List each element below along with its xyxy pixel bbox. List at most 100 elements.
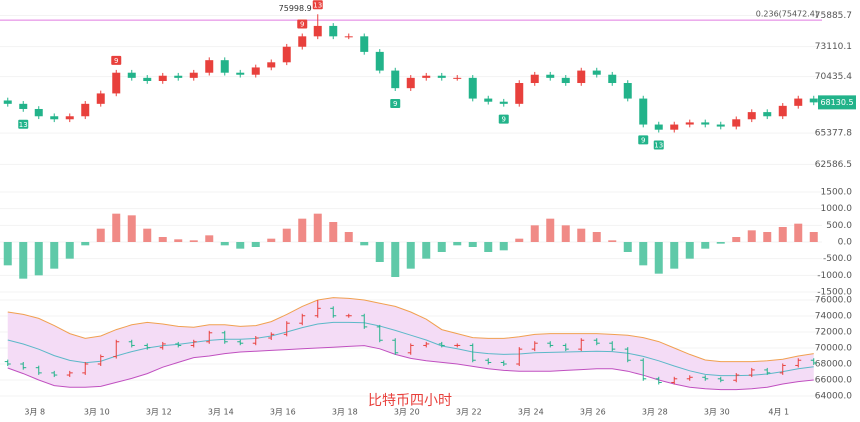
macd-bar xyxy=(205,235,214,242)
macd-bar xyxy=(763,232,772,242)
macd-bar xyxy=(112,213,121,242)
macd-bar xyxy=(561,225,570,242)
y-tick-label: -1000.0 xyxy=(817,271,852,281)
candle-body xyxy=(3,100,12,104)
y-tick-label: 73110.1 xyxy=(815,42,852,52)
td-signal-box xyxy=(111,55,122,65)
td-signal: 9 xyxy=(641,136,645,144)
candle-body xyxy=(282,46,291,63)
candle-body xyxy=(530,74,539,84)
y-tick-label: 500.0 xyxy=(826,221,852,231)
macd-bar xyxy=(360,242,369,246)
macd-bar xyxy=(716,242,725,244)
macd-bar xyxy=(391,242,400,277)
candle-body xyxy=(794,98,803,106)
macd-bar xyxy=(592,232,601,242)
candle-body xyxy=(406,77,415,89)
macd-bar xyxy=(809,232,818,242)
candle-body xyxy=(329,25,338,37)
td-signal-box xyxy=(18,119,29,129)
candle-body xyxy=(50,116,59,120)
y-tick-label: 74000.0 xyxy=(815,312,852,322)
x-tick-label: 3月 8 xyxy=(24,408,45,417)
x-tick-label: 4月 1 xyxy=(768,408,789,417)
candle-body xyxy=(670,124,679,130)
candle-body xyxy=(437,75,446,78)
candle-body xyxy=(127,72,136,78)
macd-bar xyxy=(437,242,446,252)
band-lower xyxy=(7,345,814,391)
macd-bar xyxy=(515,238,524,242)
candle-body xyxy=(577,70,586,84)
candle-body xyxy=(158,75,167,81)
candle-body xyxy=(763,112,772,117)
macd-bar xyxy=(654,242,663,274)
candle-body xyxy=(716,124,725,127)
candle-body xyxy=(313,25,322,37)
macd-bar xyxy=(778,227,787,242)
macd-bar xyxy=(267,238,276,242)
y-tick-label: 68000.0 xyxy=(815,360,852,370)
td-signal-box xyxy=(498,114,509,124)
macd-bar xyxy=(577,228,586,242)
macd-bar xyxy=(81,242,90,246)
candle-body xyxy=(732,119,741,127)
candle-body xyxy=(81,103,90,117)
candle-body xyxy=(236,72,245,75)
td-signal-box xyxy=(312,0,323,10)
fib-label: 0.236(75472.4) xyxy=(756,10,818,19)
macd-bar xyxy=(298,218,307,242)
macd-bar xyxy=(65,242,74,259)
macd-bar xyxy=(422,242,431,259)
macd-bar xyxy=(685,242,694,259)
macd-bar xyxy=(3,242,12,266)
candle-body xyxy=(391,70,400,89)
candle-body xyxy=(499,101,508,104)
macd-bar xyxy=(158,237,167,242)
macd-bar xyxy=(143,228,152,242)
td-signal: 9 xyxy=(502,116,506,124)
y-tick-label: 65377.8 xyxy=(815,129,852,139)
macd-bar xyxy=(701,242,710,249)
candle-body xyxy=(174,75,183,78)
macd-bar xyxy=(375,242,384,262)
candle-body xyxy=(685,122,694,125)
x-tick-label: 3月 12 xyxy=(146,408,172,417)
candle-body xyxy=(112,72,121,94)
candle-body xyxy=(654,124,663,130)
macd-bar xyxy=(546,218,555,242)
macd-bar xyxy=(639,242,648,266)
candle-body xyxy=(747,112,756,120)
price-tag xyxy=(818,95,856,110)
y-tick-label: 70435.4 xyxy=(815,72,852,82)
y-tick-label: -500.0 xyxy=(823,254,852,264)
macd-bar xyxy=(329,222,338,242)
candle-body xyxy=(189,72,198,78)
candle-body xyxy=(205,60,214,73)
high-label: 75998.9 xyxy=(279,4,312,13)
chart-caption: 比特币四小时 xyxy=(368,393,452,409)
candle-body xyxy=(546,74,555,78)
td-signal: 9 xyxy=(393,100,397,108)
candle-body xyxy=(344,36,353,38)
macd-bar xyxy=(499,242,508,251)
td-signal-box xyxy=(297,19,308,29)
y-tick-label: 64000.0 xyxy=(815,392,852,402)
td-signal-box xyxy=(390,98,401,108)
candle-body xyxy=(143,77,152,81)
candle-body xyxy=(422,75,431,78)
candle-body xyxy=(65,116,74,120)
x-tick-label: 3月 26 xyxy=(580,408,606,417)
candle-body xyxy=(267,62,276,68)
macd-bar xyxy=(50,242,59,269)
candle-body xyxy=(220,60,229,73)
macd-bar xyxy=(127,215,136,242)
y-tick-label: 62586.5 xyxy=(815,160,852,170)
candle-body xyxy=(19,103,28,109)
current-price: 68130.5 xyxy=(820,98,853,107)
macd-bar xyxy=(220,242,229,246)
x-tick-label: 3月 30 xyxy=(704,408,730,417)
macd-bar xyxy=(236,242,245,249)
candle-body xyxy=(701,122,710,125)
x-tick-label: 3月 24 xyxy=(518,408,544,417)
